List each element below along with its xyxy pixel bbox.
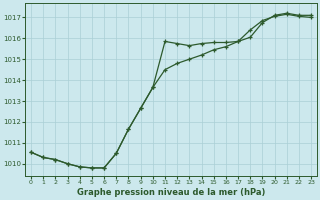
X-axis label: Graphe pression niveau de la mer (hPa): Graphe pression niveau de la mer (hPa)	[77, 188, 265, 197]
